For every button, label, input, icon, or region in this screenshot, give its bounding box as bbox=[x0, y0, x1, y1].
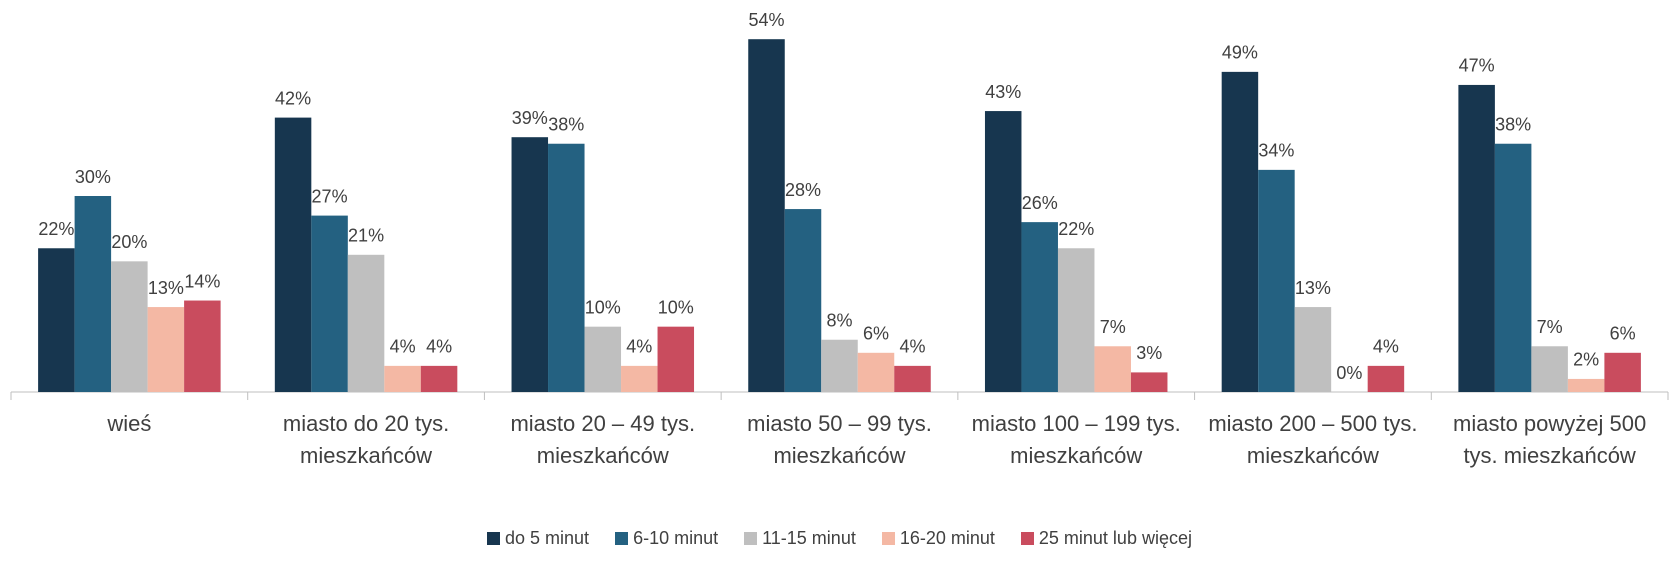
data-label: 4% bbox=[390, 337, 416, 357]
data-label: 26% bbox=[1022, 193, 1058, 213]
data-label: 30% bbox=[75, 167, 111, 187]
x-tick-label: miasto powyżej 500 tys. mieszkańców bbox=[1453, 411, 1647, 468]
data-label: 22% bbox=[1058, 219, 1094, 239]
bar bbox=[384, 365, 421, 392]
x-tick-label: miasto 20 – 49 tys. mieszkańców bbox=[510, 411, 696, 468]
data-label: 6% bbox=[863, 324, 889, 344]
data-label: 43% bbox=[985, 82, 1021, 102]
bar bbox=[621, 365, 658, 392]
data-label: 20% bbox=[111, 232, 147, 252]
bar bbox=[38, 248, 75, 392]
legend-entry: 25 minut lub więcej bbox=[1020, 528, 1192, 549]
data-label: 4% bbox=[899, 337, 925, 357]
legend-swatch bbox=[1020, 532, 1034, 545]
data-label: 22% bbox=[38, 219, 74, 239]
bar bbox=[1494, 143, 1532, 392]
x-tick-label: miasto do 20 tys. mieszkańców bbox=[282, 411, 450, 468]
bar bbox=[511, 137, 549, 392]
bar bbox=[1130, 372, 1168, 392]
data-label: 34% bbox=[1258, 141, 1294, 161]
bar bbox=[311, 215, 348, 392]
data-label: 13% bbox=[148, 278, 184, 298]
bar bbox=[894, 365, 931, 392]
x-tick-label: miasto 200 – 500 tys. mieszkańców bbox=[1208, 411, 1418, 468]
data-label: 39% bbox=[512, 108, 548, 128]
x-tick-label: miasto 100 – 199 tys. mieszkańców bbox=[971, 411, 1181, 468]
legend-entry: do 5 minut bbox=[487, 528, 589, 549]
data-label: 2% bbox=[1573, 350, 1599, 370]
data-label: 7% bbox=[1100, 317, 1126, 337]
legend-swatch bbox=[487, 532, 500, 545]
data-label: 10% bbox=[585, 297, 621, 317]
data-label: 8% bbox=[826, 310, 852, 330]
bar bbox=[184, 300, 221, 392]
data-label: 4% bbox=[626, 337, 652, 357]
data-label: 21% bbox=[348, 226, 384, 246]
data-label: 49% bbox=[1222, 43, 1258, 63]
bar bbox=[748, 39, 785, 392]
bar bbox=[74, 196, 112, 392]
legend-swatch bbox=[615, 532, 629, 545]
bar bbox=[1221, 71, 1259, 392]
bar bbox=[657, 326, 695, 392]
bar bbox=[1567, 378, 1605, 392]
data-label: 38% bbox=[548, 114, 584, 134]
legend-label: 6-10 minut bbox=[633, 528, 719, 548]
bar bbox=[111, 261, 148, 392]
data-label: 42% bbox=[275, 88, 311, 108]
data-label: 14% bbox=[184, 271, 220, 291]
bar bbox=[1367, 365, 1405, 392]
legend-swatch bbox=[744, 532, 758, 545]
legend-label: 25 minut lub więcej bbox=[1038, 528, 1192, 548]
legend-entry: 11-15 minut bbox=[744, 528, 856, 549]
data-label: 10% bbox=[658, 297, 694, 317]
bar bbox=[984, 111, 1022, 393]
bar bbox=[274, 117, 312, 392]
data-label: 0% bbox=[1336, 363, 1362, 383]
legend-label: 16-20 minut bbox=[899, 528, 995, 548]
bar bbox=[147, 307, 185, 392]
legend-label: do 5 minut bbox=[505, 528, 590, 548]
legend-entry: 6-10 minut bbox=[615, 528, 718, 549]
data-label: 54% bbox=[748, 10, 784, 30]
data-label: 38% bbox=[1495, 114, 1531, 134]
legend-label: 11-15 minut bbox=[762, 528, 856, 548]
bar bbox=[1531, 346, 1568, 392]
x-tick-label: miasto 50 – 99 tys. mieszkańców bbox=[747, 411, 932, 468]
legend: do 5 minut 6-10 minut 11-15 minut 16-20 min… bbox=[0, 528, 1679, 549]
data-label: 47% bbox=[1459, 56, 1495, 76]
bar bbox=[420, 365, 458, 392]
data-label: 28% bbox=[785, 180, 821, 200]
data-label: 27% bbox=[312, 186, 348, 206]
bar bbox=[1057, 248, 1095, 392]
bar bbox=[1258, 169, 1295, 392]
bar bbox=[1458, 84, 1495, 392]
legend-swatch bbox=[881, 532, 895, 545]
x-tick-label: wieś bbox=[107, 411, 152, 436]
bar bbox=[584, 326, 622, 392]
bar bbox=[821, 339, 858, 392]
data-label: 7% bbox=[1537, 317, 1563, 337]
data-label: 4% bbox=[1373, 337, 1399, 357]
bar bbox=[1294, 307, 1332, 392]
bar bbox=[347, 254, 385, 392]
data-label: 3% bbox=[1136, 343, 1162, 363]
data-label: 6% bbox=[1610, 324, 1636, 344]
bar bbox=[1604, 352, 1641, 392]
bar bbox=[784, 209, 822, 392]
data-label: 13% bbox=[1295, 278, 1331, 298]
legend-entry: 16-20 minut bbox=[881, 528, 995, 549]
bar bbox=[1021, 222, 1058, 392]
data-label: 4% bbox=[426, 337, 452, 357]
bar bbox=[857, 352, 895, 392]
bar bbox=[548, 143, 585, 392]
bar bbox=[1094, 346, 1131, 392]
